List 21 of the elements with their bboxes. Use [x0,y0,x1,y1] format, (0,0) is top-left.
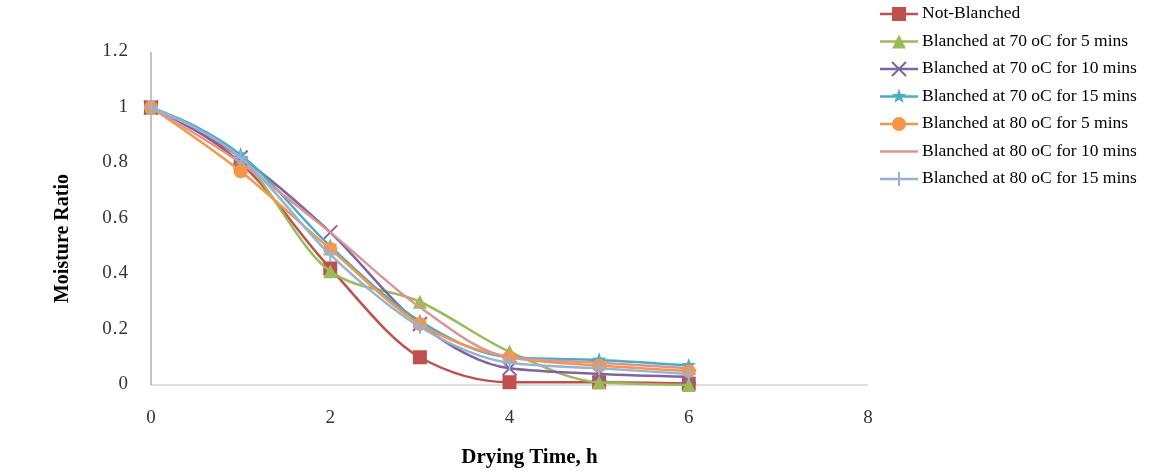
x-tick-label: 0 [146,406,156,427]
y-tick-label: 0.4 [102,261,129,283]
y-tick-label: 0 [118,372,129,394]
legend-label: Blanched at 70 oC for 15 mins [922,84,1138,105]
legend-label: Blanched at 70 oC for 5 mins [922,29,1129,50]
x-tick-label: 8 [863,406,873,427]
x-axis-title: Drying Time, h [461,444,598,468]
x-tick-label: 2 [325,406,335,427]
y-axis-title: Moisture Ratio [50,173,72,304]
legend-label: Not-Blanched [922,2,1021,23]
y-tick-label: 1.2 [102,39,129,61]
legend-label: Blanched at 70 oC for 10 mins [922,57,1138,78]
x-tick-label: 6 [684,406,694,427]
legend-label: Blanched at 80 oC for 5 mins [922,112,1129,133]
y-tick-label: 1 [118,94,129,116]
x-tick-label: 4 [504,406,515,427]
legend-label: Blanched at 80 oC for 10 mins [922,139,1138,160]
y-tick-label: 0.2 [102,316,129,338]
y-tick-label: 0.6 [102,205,129,227]
y-tick-label: 0.8 [102,150,129,172]
legend-label: Blanched at 80 oC for 15 mins [922,167,1138,188]
